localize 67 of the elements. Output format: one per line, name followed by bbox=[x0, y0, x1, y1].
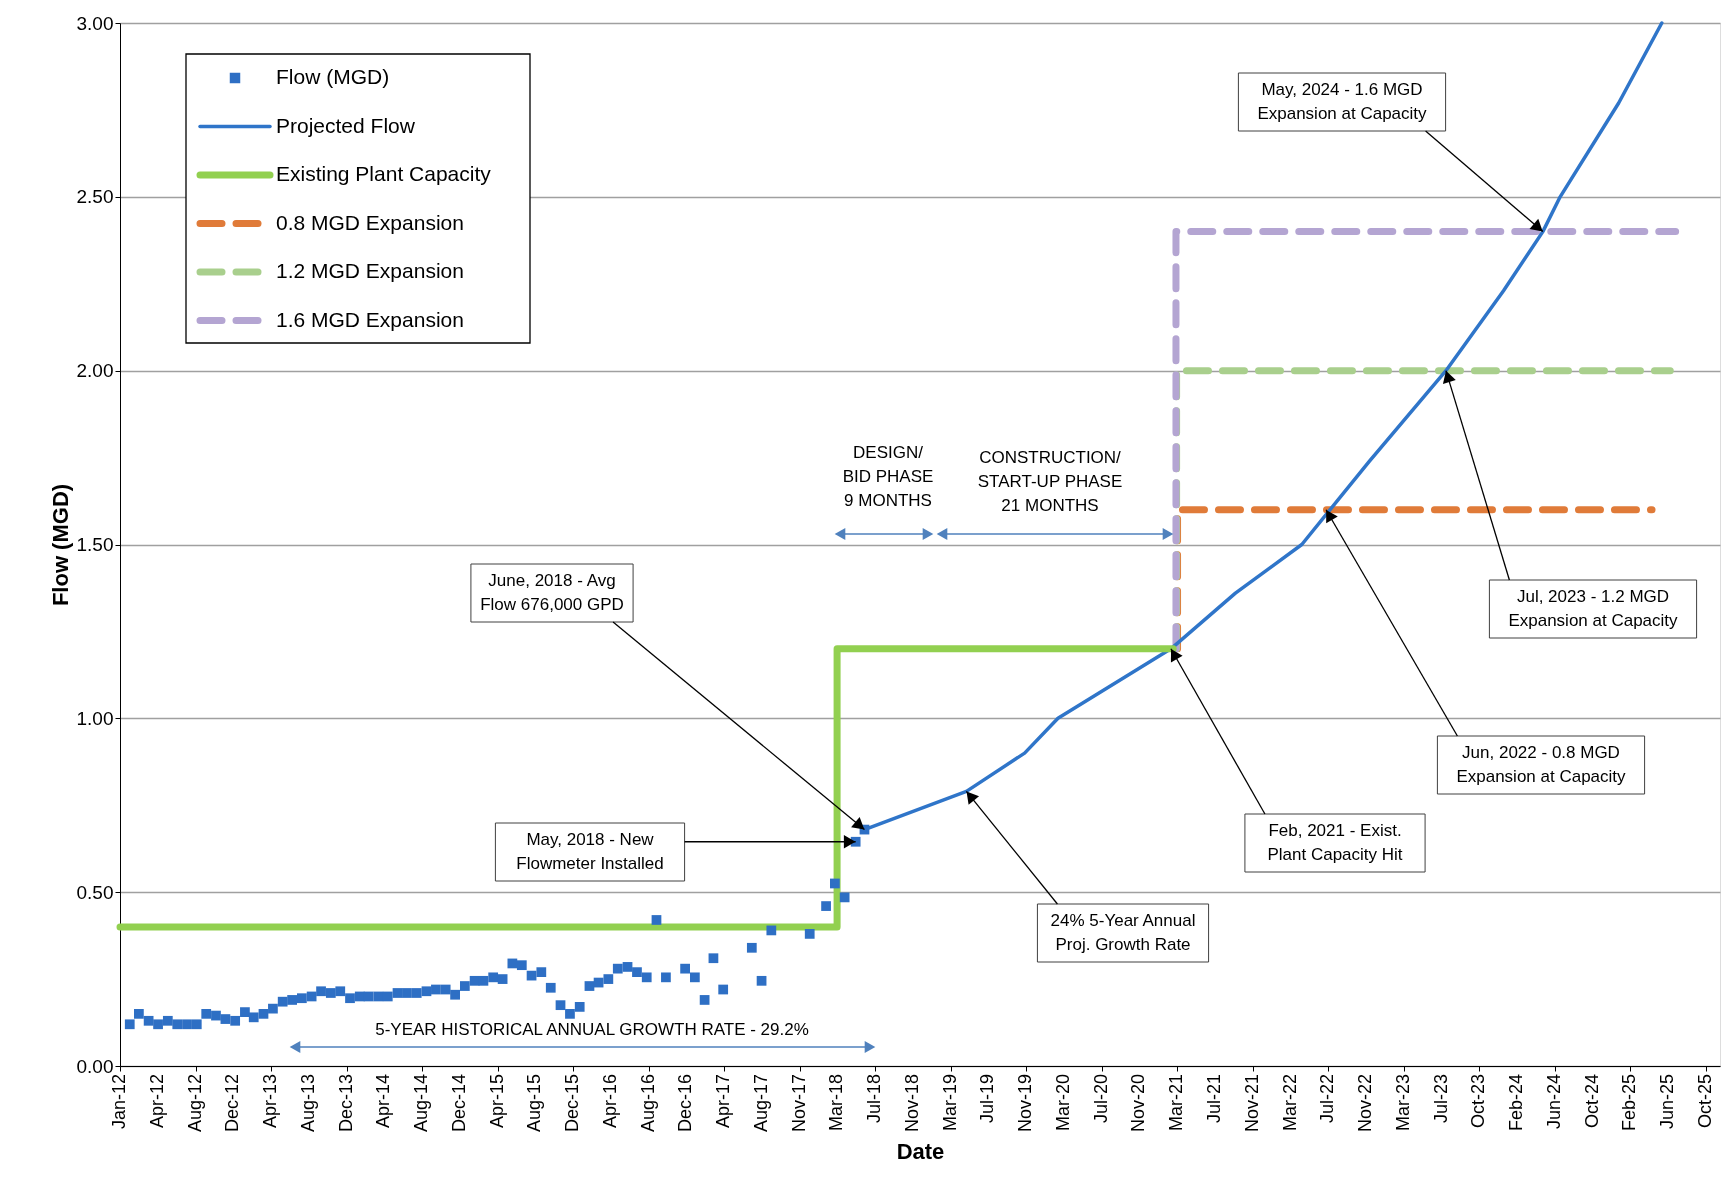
x-tick-label: Jun-24 bbox=[1543, 1074, 1564, 1130]
y-tick-label: 0.50 bbox=[76, 881, 114, 903]
x-tick-label: Feb-25 bbox=[1619, 1074, 1640, 1132]
annotation: Jul, 2023 - 1.2 MGD Expansion at Capacity bbox=[1508, 587, 1679, 630]
y-tick-label: 1.00 bbox=[76, 707, 114, 729]
x-tick-label: Dec-16 bbox=[675, 1074, 696, 1133]
x-tick-label: Apr-15 bbox=[486, 1074, 507, 1129]
legend-label: Flow (MGD) bbox=[276, 65, 390, 88]
y-tick-label: 2.00 bbox=[76, 360, 114, 382]
x-tick-label: Aug-15 bbox=[524, 1074, 545, 1133]
x-tick-label: Apr-17 bbox=[713, 1074, 734, 1129]
x-tick-label: Mar-21 bbox=[1166, 1074, 1187, 1132]
annotation: CONSTRUCTION/ START-UP PHASE 21 MONTHS bbox=[977, 448, 1123, 515]
x-tick-label: Dec-13 bbox=[335, 1074, 356, 1133]
legend-label: Projected Flow bbox=[276, 113, 416, 137]
x-tick-label: Jul-23 bbox=[1430, 1074, 1451, 1124]
x-tick-label: Apr-16 bbox=[599, 1074, 620, 1129]
x-tick-label: Jun-25 bbox=[1657, 1074, 1678, 1130]
x-tick-label: Feb-24 bbox=[1506, 1074, 1527, 1132]
x-tick-label: Mar-20 bbox=[1052, 1074, 1073, 1132]
x-tick-label: Jul-22 bbox=[1317, 1074, 1338, 1124]
x-tick-label: Nov-20 bbox=[1128, 1074, 1149, 1133]
x-tick-label: Aug-17 bbox=[750, 1074, 771, 1133]
x-tick-label: Nov-18 bbox=[901, 1074, 922, 1133]
x-tick-label: Nov-21 bbox=[1241, 1074, 1262, 1133]
y-tick-label: 2.50 bbox=[76, 186, 114, 208]
x-tick-label: Jul-21 bbox=[1203, 1074, 1224, 1124]
x-tick-label: Mar-23 bbox=[1392, 1074, 1413, 1132]
x-tick-label: Aug-12 bbox=[184, 1074, 205, 1133]
legend-label: 1.6 MGD Expansion bbox=[276, 307, 464, 331]
y-tick-label: 3.00 bbox=[76, 12, 114, 34]
x-tick-label: Mar-18 bbox=[826, 1074, 847, 1132]
legend-label: 0.8 MGD Expansion bbox=[276, 210, 464, 234]
annotation: Feb, 2021 - Exist. Plant Capacity Hit bbox=[1267, 821, 1403, 864]
x-tick-label: Aug-16 bbox=[637, 1074, 658, 1133]
y-axis-title: Flow (MGD) bbox=[47, 483, 73, 607]
x-tick-label: Nov-22 bbox=[1355, 1074, 1376, 1133]
x-tick-label: Apr-13 bbox=[260, 1074, 281, 1129]
x-tick-label: Aug-14 bbox=[411, 1074, 432, 1133]
legend-label: Existing Plant Capacity bbox=[276, 162, 492, 185]
x-tick-label: Nov-17 bbox=[788, 1074, 809, 1133]
x-tick-label: Aug-13 bbox=[297, 1074, 318, 1133]
annotation: 5-YEAR HISTORICAL ANNUAL GROWTH RATE - 29.2% bbox=[375, 1020, 809, 1039]
x-tick-label: Oct-23 bbox=[1468, 1074, 1489, 1129]
x-tick-label: Apr-14 bbox=[373, 1074, 394, 1129]
annotation: May, 2024 - 1.6 MGD Expansion at Capacity bbox=[1257, 80, 1428, 123]
x-axis-title: Date bbox=[896, 1139, 945, 1164]
annotation: May, 2018 - New Flowmeter Installed bbox=[516, 830, 664, 873]
x-tick-label: Jul-20 bbox=[1090, 1074, 1111, 1124]
x-tick-label: Jul-19 bbox=[977, 1074, 998, 1124]
y-tick-label: 1.50 bbox=[76, 534, 114, 555]
x-tick-label: Dec-14 bbox=[448, 1074, 469, 1133]
x-tick-label: Oct-24 bbox=[1581, 1074, 1602, 1129]
annotation: June, 2018 - Avg Flow 676,000 GPD bbox=[480, 571, 624, 614]
x-tick-label: Mar-22 bbox=[1279, 1074, 1300, 1132]
x-tick-label: Oct-25 bbox=[1694, 1074, 1715, 1129]
x-tick-label: Apr-12 bbox=[146, 1074, 167, 1129]
x-tick-label: Nov-19 bbox=[1015, 1074, 1036, 1133]
annotation: 24% 5-Year Annual Proj. Growth Rate bbox=[1050, 911, 1196, 954]
annotation: Jun, 2022 - 0.8 MGD Expansion at Capacity bbox=[1456, 743, 1627, 786]
legend-label: 1.2 MGD Expansion bbox=[276, 259, 464, 282]
x-tick-label: Dec-15 bbox=[562, 1074, 583, 1133]
x-tick-label: Mar-19 bbox=[939, 1074, 960, 1132]
x-tick-label: Dec-12 bbox=[222, 1074, 243, 1133]
x-tick-label: Jul-18 bbox=[864, 1074, 885, 1124]
x-tick-label: Jan-12 bbox=[109, 1074, 129, 1130]
annotation: DESIGN/ BID PHASE 9 MONTHS bbox=[842, 443, 934, 510]
